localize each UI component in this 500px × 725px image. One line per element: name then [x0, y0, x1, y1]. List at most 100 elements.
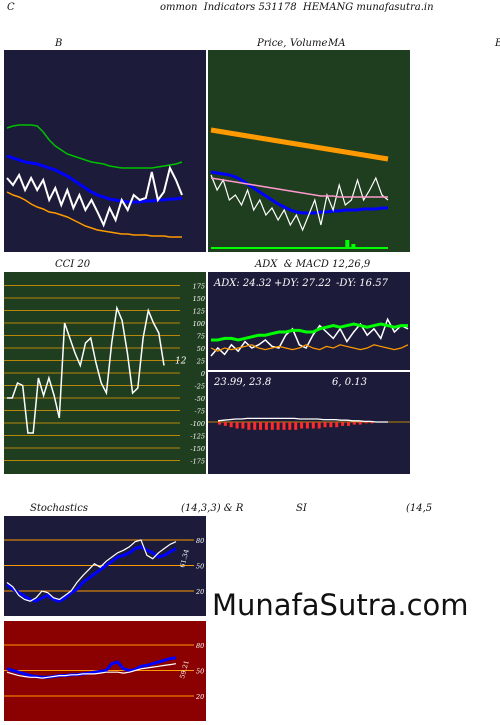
- macd-bar: [305, 422, 309, 429]
- macd-bar: [370, 422, 374, 424]
- macd-bar: [352, 422, 356, 425]
- bollinger-title: B: [55, 38, 63, 49]
- stochastics-d-line: [6, 539, 177, 602]
- macd-bar: [323, 422, 327, 428]
- stochastics-params: (14,3,3) & R: [181, 503, 244, 514]
- cci-tick-label: 100: [193, 320, 205, 328]
- macd-values-right: 6, 0.13: [332, 377, 367, 388]
- pdi-label: +DY: 27.22: [274, 278, 331, 289]
- stochastics-title: Stochastics: [30, 503, 88, 514]
- macd-bar: [364, 422, 368, 424]
- cci-tick-label: -150: [190, 445, 205, 453]
- macd-bar: [218, 422, 221, 425]
- bollinger-panel: [4, 50, 206, 252]
- macd-bar: [311, 422, 315, 429]
- cci-tick-label: -25: [195, 383, 205, 391]
- header-left-letter: C: [7, 2, 15, 13]
- adx-series-1: [210, 344, 409, 352]
- macd-values-left: 23.99, 23.8: [213, 377, 271, 388]
- right-edge-label: B: [495, 38, 500, 49]
- cci-line: [7, 305, 165, 434]
- macd-bar: [300, 422, 304, 429]
- macd-bar: [347, 422, 350, 426]
- rsi-signal-line: [6, 663, 177, 679]
- price-panel: [208, 50, 410, 252]
- bollinger-series-0: [6, 124, 183, 169]
- macd-bar: [317, 422, 321, 429]
- cci-title: CCI 20: [55, 259, 91, 270]
- volume-bar: [345, 240, 350, 248]
- price-series-3: [210, 177, 388, 198]
- price-lines: [210, 127, 389, 249]
- bollinger-series-1: [6, 154, 183, 204]
- macd-bar: [259, 422, 262, 430]
- macd-bar: [294, 422, 298, 430]
- macd-bar: [241, 422, 245, 429]
- macd-bar: [288, 422, 292, 430]
- cci-tick-label: 125: [193, 308, 205, 316]
- macd-bar: [229, 422, 233, 428]
- cci-tick-label: -125: [190, 433, 205, 441]
- cci-panel: 175 150 125 100 75 50 25 0 -25 -50 -75 -100 -125 -150…: [4, 272, 206, 474]
- adx-lines: [210, 317, 409, 357]
- cci-tick-label: 0: [201, 370, 205, 378]
- price-series-0: [210, 127, 389, 162]
- cci-tick-label: 50: [197, 345, 205, 353]
- page-title: ommon Indicators 531178 HEMANG munafasut…: [160, 2, 434, 13]
- stochastics-tick-label: 80: [196, 537, 204, 545]
- adx-series-2: [211, 322, 408, 342]
- cci-tick-label: -75: [195, 408, 205, 416]
- rsi-params: (14,5: [406, 503, 433, 514]
- macd-bar: [282, 422, 286, 430]
- rsi-line: [6, 656, 177, 679]
- macd-line: [217, 417, 388, 423]
- rsi-tick-label: 50: [196, 668, 204, 676]
- adx-label: ADX: 24.32: [213, 278, 272, 289]
- volume-bar: [351, 244, 356, 248]
- cci-tick-label: 175: [193, 283, 205, 291]
- macd-bar: [253, 422, 257, 430]
- rsi-tick-label: 80: [196, 642, 204, 650]
- cci-tick-label: -50: [195, 395, 205, 403]
- price-background: [208, 50, 410, 252]
- stochastics-k-line: [6, 545, 177, 603]
- adx-macd-title: ADX & MACD 12,26,9: [255, 259, 371, 270]
- stochastics-tick-label: 50: [196, 563, 204, 571]
- macd-bar: [335, 422, 339, 428]
- watermark: MunafaSutra.com: [212, 588, 469, 622]
- price-title: Price,: [257, 38, 287, 49]
- cci-tick-label: 150: [193, 295, 205, 303]
- rsi-title: SI: [296, 503, 307, 514]
- cci-tick-label: 75: [197, 333, 205, 341]
- adx-panel: ADX: 24.32 +DY: 27.22 -DY: 16.57: [208, 272, 410, 370]
- price-series-2: [210, 174, 389, 232]
- macd-bar: [264, 422, 268, 430]
- adx-background: [208, 272, 410, 370]
- macd-bar: [235, 422, 239, 429]
- macd-bar: [341, 422, 345, 426]
- price-ma-title: MA: [328, 38, 346, 49]
- bollinger-series-2: [6, 191, 182, 238]
- price-series-1: [210, 170, 388, 215]
- bollinger-series-3: [6, 165, 183, 228]
- macd-bar: [329, 422, 333, 428]
- macd-panel: 23.99, 23.8 6, 0.13: [208, 372, 410, 474]
- macd-bar: [223, 422, 227, 426]
- mdi-label: -DY: 16.57: [336, 278, 389, 289]
- cci-current-value: 12: [175, 357, 187, 367]
- price-volume-overlap: Volume: [290, 38, 328, 49]
- cci-tick-label: -175: [190, 458, 205, 466]
- macd-bar: [270, 422, 274, 430]
- macd-bars: [208, 417, 410, 430]
- macd-bar: [276, 422, 280, 430]
- cci-lines: 175 150 125 100 75 50 25 0 -25 -50 -75 -100 -125 -150…: [4, 283, 205, 466]
- bollinger-lines: [6, 124, 183, 238]
- stochastics-tick-label: 20: [195, 588, 204, 596]
- adx-series-0: [210, 317, 409, 357]
- cci-tick-label: -100: [190, 420, 205, 428]
- cci-tick-label: 25: [196, 358, 205, 366]
- macd-bar: [247, 422, 251, 430]
